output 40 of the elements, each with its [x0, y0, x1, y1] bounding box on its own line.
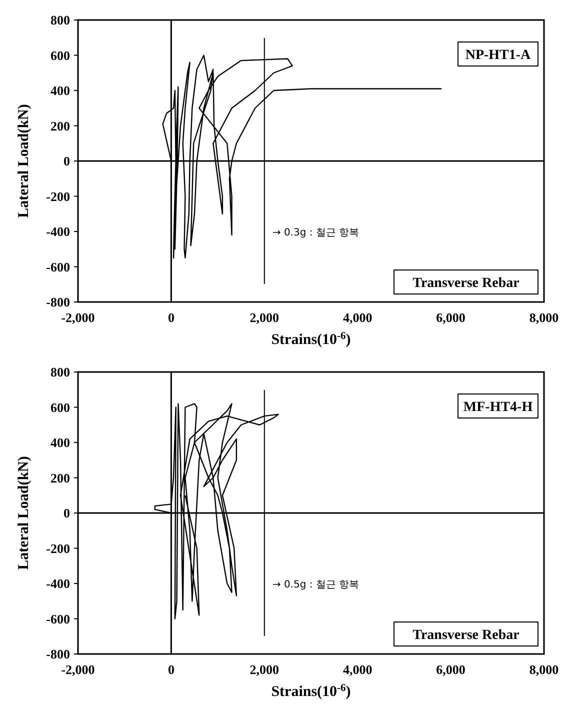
y-axis-title: Lateral Load(kN) [16, 104, 32, 218]
x-tick-label: 8,000 [529, 310, 559, 325]
y-tick-label: -800 [46, 646, 70, 662]
y-tick-label: -600 [46, 259, 70, 274]
y-tick-label: 0 [64, 154, 70, 168]
x-tick-label: 2,000 [250, 662, 280, 677]
y-tick-label: -600 [46, 611, 70, 626]
x-tick-label: 4,000 [342, 662, 372, 677]
y-axis-title: Lateral Load(kN) [16, 456, 32, 570]
y-tick-label: 800 [50, 12, 70, 28]
y-tick-label: -400 [46, 224, 70, 239]
x-tick-label: 6,000 [436, 662, 466, 677]
annotation: Transverse Rebar [412, 628, 520, 643]
y-tick-label: -800 [46, 294, 70, 310]
x-axis-title: Strains(10$^{-6}$) [271, 682, 351, 700]
y-tick-label: -400 [46, 576, 70, 591]
y-tick-label: 800 [50, 364, 70, 380]
y-tick-label: 0 [64, 506, 70, 520]
x-tick-label: 6,000 [436, 310, 466, 325]
x-tick-label: -2,000 [61, 662, 95, 677]
x-tick-label: -2,000 [61, 310, 95, 325]
y-tick-label: 600 [50, 400, 70, 415]
y-tick-label: 600 [50, 48, 70, 63]
x-tick-label: 8,000 [529, 662, 559, 677]
y-tick-label: 200 [50, 118, 70, 134]
annotation: MF-HT4-H [463, 400, 533, 415]
ref-line-label: → 0.3g : 철근 항복 [272, 228, 360, 238]
annotation: NP-HT1-A [465, 48, 532, 63]
y-tick-label: -200 [46, 188, 70, 204]
y-tick-label: 400 [50, 83, 70, 98]
y-tick-label: 400 [50, 435, 70, 450]
x-tick-label: 0 [168, 310, 174, 325]
annotation: Transverse Rebar [412, 276, 520, 291]
x-tick-label: 2,000 [250, 310, 280, 325]
x-tick-label: 4,000 [342, 310, 372, 325]
ref-line-label: → 0.5g : 철근 항복 [272, 580, 360, 590]
y-tick-label: -200 [46, 540, 70, 556]
x-axis-title: Strains(10$^{-6}$) [271, 330, 351, 348]
x-tick-label: 0 [168, 662, 174, 677]
y-tick-label: 200 [50, 470, 70, 486]
